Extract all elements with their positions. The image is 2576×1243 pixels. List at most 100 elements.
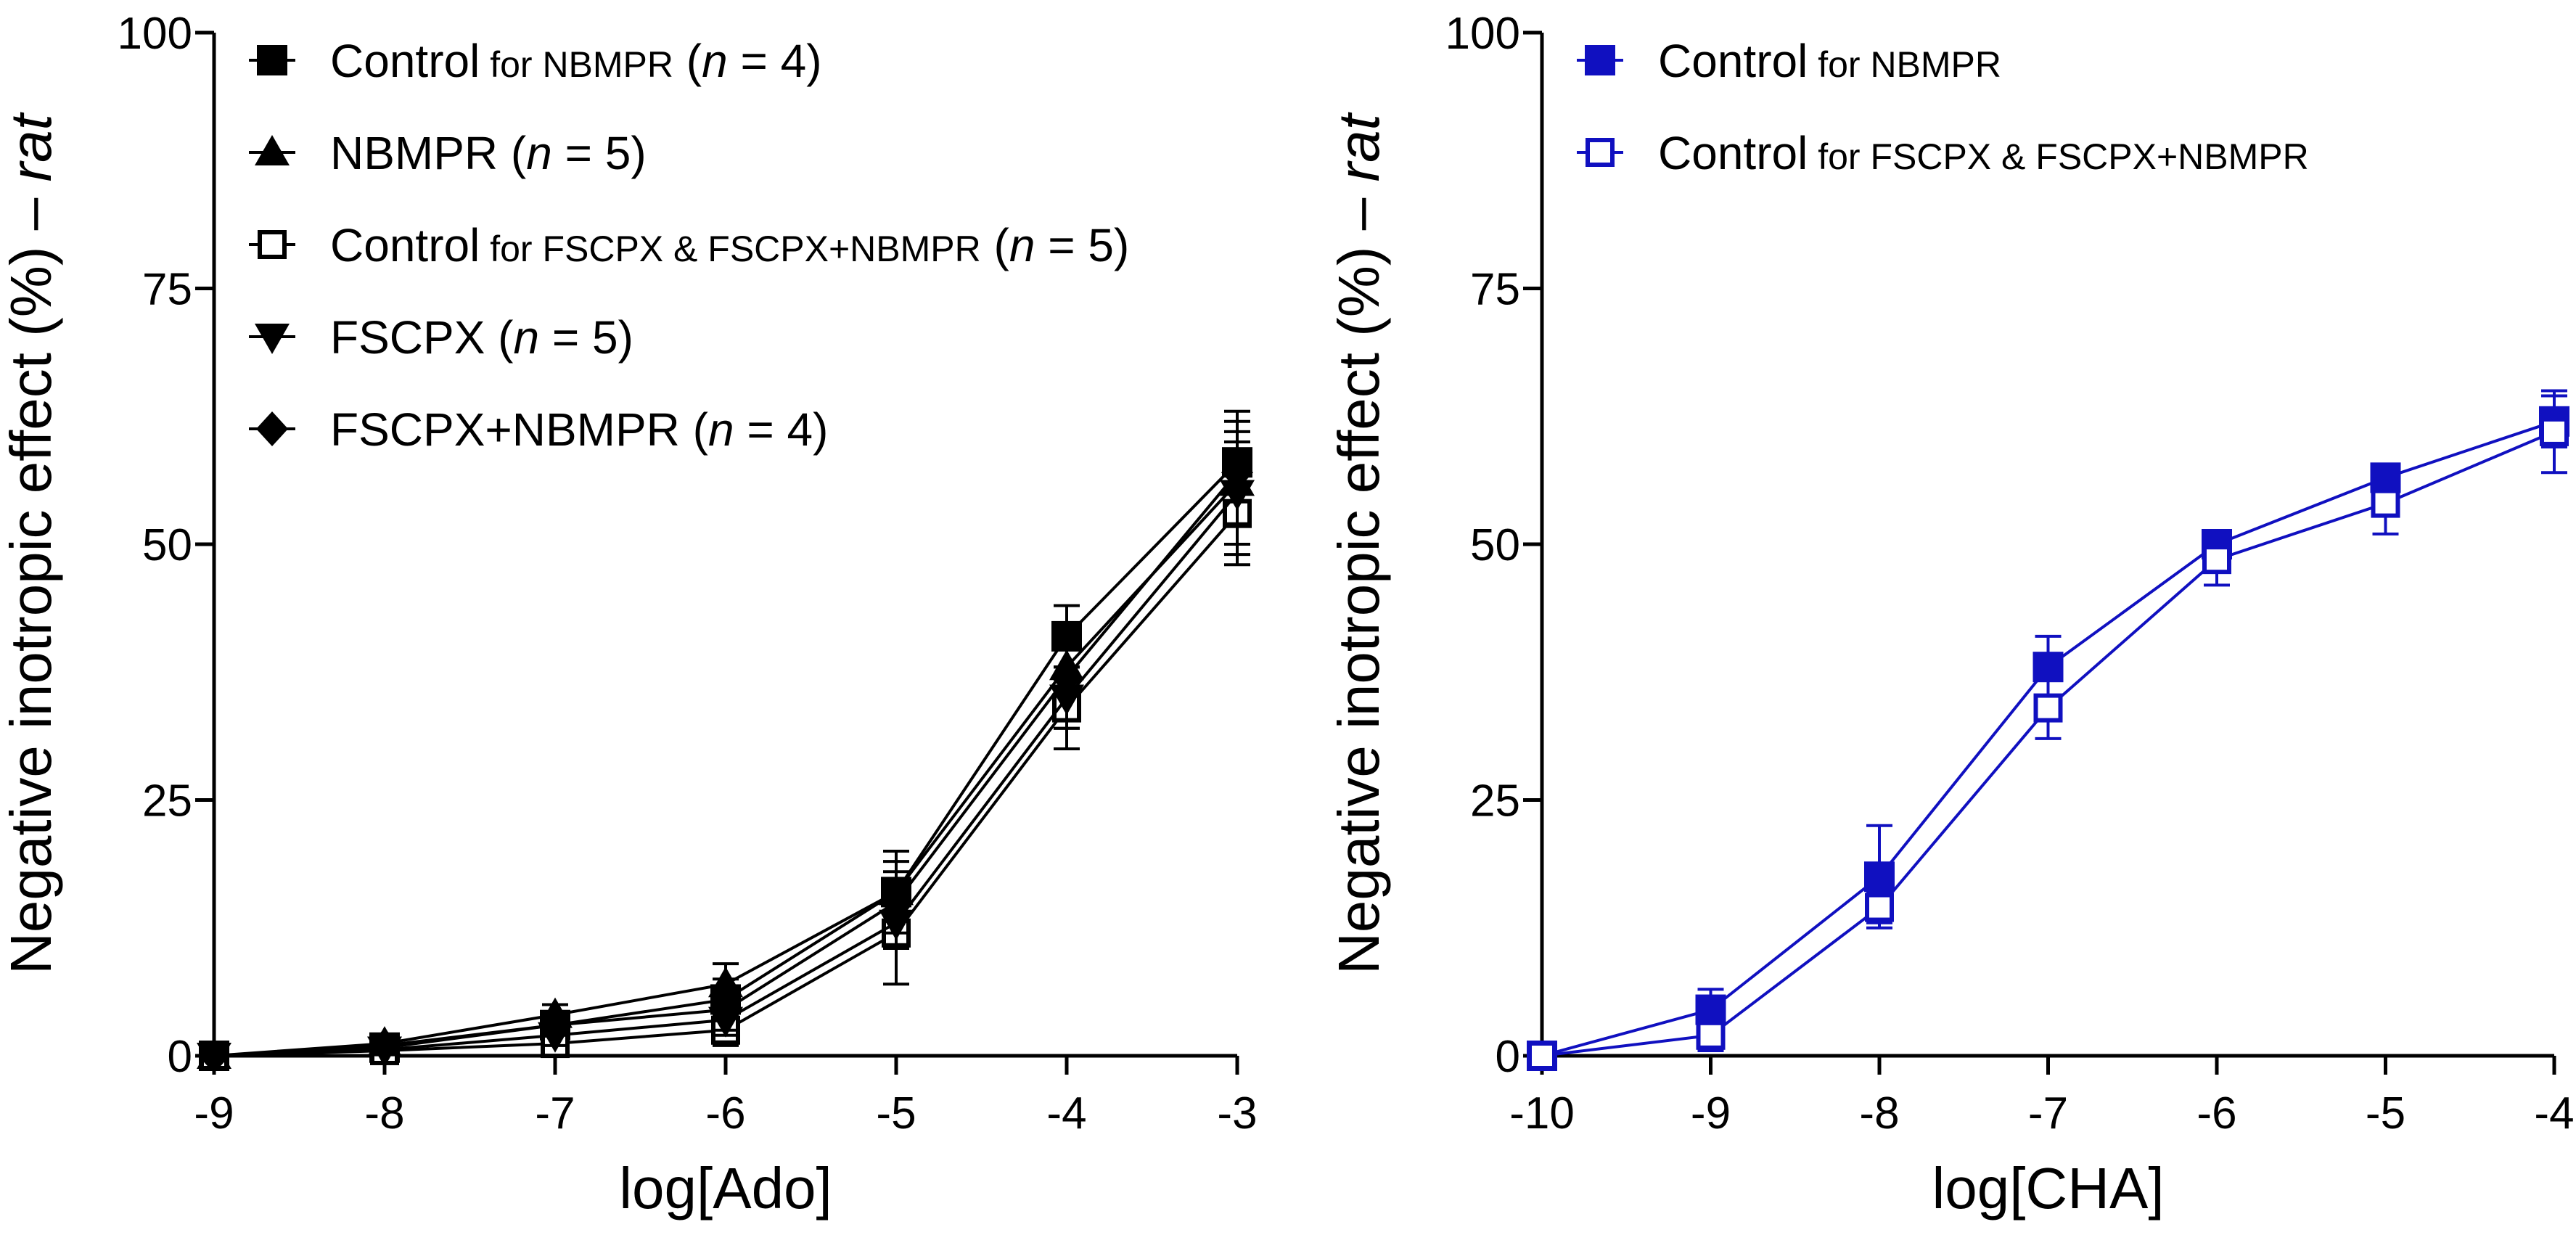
y-tick-label: 50 (142, 520, 192, 570)
legend-label: Control for NBMPR (1658, 35, 2001, 87)
x-tick-label: -10 (1509, 1088, 1575, 1139)
data-point (198, 1038, 230, 1073)
legend-name: FSCPX (330, 311, 485, 364)
legend-n-open: ( (485, 311, 513, 364)
legend-subtext: for NBMPR (1808, 44, 2001, 85)
series-1 (1527, 389, 2569, 1070)
legend-n-value: = 4) (734, 403, 829, 456)
legend-name: Control (330, 219, 480, 271)
x-tick-label: -4 (1046, 1088, 1086, 1139)
data-point (1865, 893, 1894, 922)
legend-n-value: = 4) (728, 35, 822, 87)
legend-n: n (708, 403, 734, 456)
legend-entry-3: FSCPX (n = 5) (249, 311, 633, 364)
legend-label: FSCPX (n = 5) (330, 311, 633, 364)
legend-n: n (1009, 219, 1035, 271)
legend-n-open: ( (673, 35, 702, 87)
x-tick-label: -5 (876, 1088, 916, 1139)
legend-name: Control (1658, 127, 1808, 179)
legend-n: n (513, 311, 539, 364)
legend-label: FSCPX+NBMPR (n = 4) (330, 403, 828, 456)
x-tick-label: -7 (2028, 1088, 2068, 1139)
x-tick-label: -9 (194, 1088, 234, 1139)
legend-entry-0: Control for NBMPR (n = 4) (249, 35, 822, 87)
legend-subtext: for FSCPX & FSCPX+NBMPR (480, 229, 980, 269)
series-line (1541, 430, 2555, 1057)
legend-n-open: ( (498, 127, 526, 179)
y-tick-label: 0 (1496, 1032, 1520, 1082)
x-axis-label: log[CHA] (1932, 1156, 2164, 1221)
legend-n: n (702, 35, 728, 87)
legend-name: NBMPR (330, 127, 498, 179)
legend-n: n (526, 127, 552, 179)
legend-n-value: = 5) (552, 127, 647, 179)
y-tick-label: 0 (168, 1032, 192, 1082)
y-axis-label-main: Negative inotropic effect (%) – (1326, 181, 1391, 974)
data-point (2202, 545, 2231, 575)
legend-marker (257, 45, 287, 75)
legend-n-value: = 5) (1035, 219, 1129, 271)
legend-name: Control (330, 35, 480, 87)
legend-n-value: = 5) (539, 311, 633, 364)
y-tick-label: 75 (1470, 265, 1520, 315)
y-axis-label-italic: rat (1326, 112, 1391, 181)
chart-panel-cha: 0 25 50 75 100 -10 -9 -8 -7 -6 -5 -4 log[CHA] Negativ… (1326, 9, 2575, 1221)
legend-marker (255, 135, 290, 165)
data-point (1527, 1041, 1556, 1070)
legend-entry-4: FSCPX+NBMPR (n = 4) (249, 403, 828, 456)
y-axis-label-main: Negative inotropic effect (%) – (0, 181, 63, 974)
y-axis-label-italic: rat (0, 112, 63, 181)
legend-marker (256, 411, 288, 446)
y-tick-label: 25 (1470, 776, 1520, 826)
y-tick-label: 100 (118, 9, 192, 59)
legend-label: Control for FSCPX & FSCPX+NBMPR (1658, 127, 2309, 179)
legend-label: Control for FSCPX & FSCPX+NBMPR (n = 5) (330, 219, 1129, 271)
legend-entry-1: Control for FSCPX & FSCPX+NBMPR (1577, 127, 2309, 179)
series-4 (198, 419, 1253, 1073)
legend-n-open: ( (981, 219, 1009, 271)
x-tick-label: -6 (705, 1088, 745, 1139)
data-point (1696, 1020, 1726, 1050)
data-point (710, 992, 742, 1027)
y-axis-label: Negative inotropic effect (%) – rat (1326, 112, 1391, 975)
legend-entry-1: NBMPR (n = 5) (249, 127, 647, 179)
legend-name: FSCPX+NBMPR (330, 403, 680, 456)
series-1 (197, 409, 1255, 1069)
data-point (539, 1007, 571, 1043)
legend-entry-2: Control for FSCPX & FSCPX+NBMPR (n = 5) (249, 219, 1129, 271)
data-point (369, 1027, 401, 1063)
data-point (1051, 660, 1083, 695)
data-point (2033, 693, 2063, 723)
data-point (880, 885, 912, 920)
x-tick-label: -5 (2366, 1088, 2405, 1139)
data-point (1864, 861, 1895, 893)
legend-n-open: ( (680, 403, 708, 456)
y-tick-label: 50 (1470, 520, 1520, 570)
legend-label: NBMPR (n = 5) (330, 127, 647, 179)
legend-marker (258, 230, 287, 259)
y-tick-label: 75 (142, 265, 192, 315)
data-point (1221, 455, 1253, 491)
legend-name: Control (1658, 35, 1808, 87)
legend-label: Control for NBMPR (n = 4) (330, 35, 822, 87)
legend-subtext: for FSCPX & FSCPX+NBMPR (1808, 136, 2308, 177)
x-axis-label: log[Ado] (619, 1156, 832, 1221)
y-tick-label: 25 (142, 776, 192, 826)
x-tick-label: -8 (1859, 1088, 1899, 1139)
y-tick-label: 100 (1445, 9, 1520, 59)
x-tick-label: -3 (1217, 1088, 1257, 1139)
legend-marker (1585, 45, 1615, 75)
x-tick-label: -8 (364, 1088, 404, 1139)
x-tick-label: -6 (2196, 1088, 2236, 1139)
chart-panel-ado: 0 25 50 75 100 -9 -8 -7 -6 -5 -4 -3 log[Ado] Negative… (0, 9, 1258, 1221)
y-axis-label: Negative inotropic effect (%) – rat (0, 112, 63, 975)
x-tick-label: -4 (2534, 1088, 2574, 1139)
data-point (2371, 488, 2400, 518)
legend-entry-0: Control for NBMPR (1577, 35, 2001, 87)
data-point (2540, 417, 2569, 446)
legend-subtext: for NBMPR (480, 44, 673, 85)
legend-marker (1586, 138, 1615, 167)
x-tick-label: -9 (1691, 1088, 1731, 1139)
x-tick-label: -7 (535, 1088, 575, 1139)
